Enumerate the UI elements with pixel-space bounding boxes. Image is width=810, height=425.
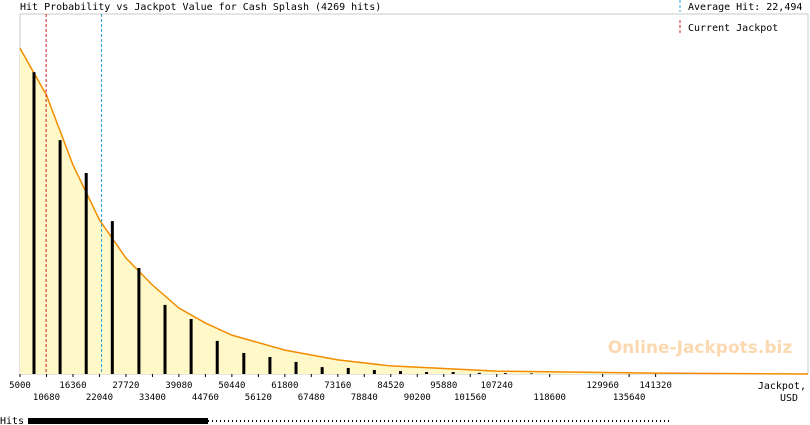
- bar: [372, 369, 376, 374]
- x-tick-label: 95880: [430, 381, 457, 391]
- x-tick-label: 39080: [165, 381, 192, 391]
- chart-title: Hit Probability vs Jackpot Value for Cas…: [20, 2, 381, 13]
- x-axis-label: Jackpot,: [758, 381, 806, 392]
- x-tick-label: 22040: [86, 393, 113, 403]
- x-tick-label: 141320: [639, 381, 672, 391]
- bar: [320, 367, 324, 374]
- bar: [189, 318, 193, 374]
- x-tick-label: 129960: [586, 381, 619, 391]
- rug-label: Hits: [0, 416, 24, 425]
- bar: [242, 352, 246, 374]
- watermark: Online-Jackpots.biz: [608, 338, 793, 358]
- bar: [268, 357, 272, 374]
- x-tick-label: 118600: [533, 393, 566, 403]
- x-tick-label: 56120: [245, 393, 272, 403]
- bar: [346, 367, 350, 374]
- x-tick-label: 10680: [33, 393, 60, 403]
- x-tick-label: 101560: [454, 393, 487, 403]
- x-tick-label: 33400: [139, 393, 166, 403]
- bar: [425, 371, 429, 374]
- x-tick-label: 73160: [324, 381, 351, 391]
- x-tick-label: 5000: [9, 381, 31, 391]
- x-tick-label: 107240: [480, 381, 513, 391]
- bar: [530, 373, 534, 374]
- x-tick-label: 135640: [613, 393, 646, 403]
- x-tick-label: 90200: [404, 393, 431, 403]
- bar: [163, 304, 167, 374]
- x-axis-unit: USD: [780, 393, 798, 404]
- x-tick-label: 50440: [218, 381, 245, 391]
- bar: [84, 172, 88, 374]
- bar: [215, 340, 219, 374]
- curve-area: [20, 48, 808, 374]
- x-tick-label: 67480: [298, 393, 325, 403]
- bar: [32, 72, 36, 375]
- curve-line: [19, 47, 809, 375]
- rug: [28, 418, 208, 424]
- bar: [398, 371, 402, 374]
- x-tick-label: 16360: [59, 381, 86, 391]
- bar: [58, 140, 62, 374]
- bar: [503, 373, 507, 374]
- legend-current: Current Jackpot: [688, 23, 778, 34]
- x-tick-label: 84520: [377, 381, 404, 391]
- bar: [137, 268, 141, 374]
- x-tick-label: 27720: [112, 381, 139, 391]
- bar: [110, 221, 114, 374]
- bar: [477, 372, 481, 374]
- bar: [294, 361, 298, 374]
- x-tick-label: 44760: [192, 393, 219, 403]
- x-tick-label: 61800: [271, 381, 298, 391]
- legend-average: Average Hit: 22,494: [688, 2, 802, 13]
- x-tick-label: 78840: [351, 393, 378, 403]
- bar: [451, 371, 455, 374]
